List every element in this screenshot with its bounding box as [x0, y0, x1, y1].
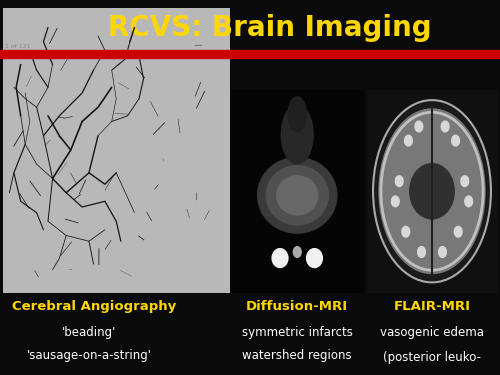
Ellipse shape	[464, 195, 473, 207]
Ellipse shape	[451, 135, 460, 147]
Ellipse shape	[272, 248, 288, 268]
Ellipse shape	[276, 175, 318, 216]
Text: (posterior leuko-: (posterior leuko-	[383, 351, 481, 364]
Ellipse shape	[460, 175, 469, 187]
Ellipse shape	[378, 108, 486, 274]
Ellipse shape	[440, 120, 450, 132]
Ellipse shape	[288, 96, 307, 132]
Text: Diffusion-MRI: Diffusion-MRI	[246, 300, 348, 313]
Bar	[231, 90, 364, 292]
Ellipse shape	[306, 248, 323, 268]
Text: RCVS: Brain Imaging: RCVS: Brain Imaging	[108, 14, 432, 42]
Ellipse shape	[257, 157, 338, 234]
Bar	[366, 90, 498, 292]
Ellipse shape	[404, 135, 413, 147]
Ellipse shape	[373, 100, 491, 282]
Text: 'beading': 'beading'	[62, 326, 116, 339]
Text: vasogenic edema: vasogenic edema	[380, 326, 484, 339]
Ellipse shape	[394, 175, 404, 187]
Ellipse shape	[417, 246, 426, 258]
Text: 1 of 121: 1 of 121	[5, 44, 30, 49]
Text: FLAIR-MRI: FLAIR-MRI	[394, 300, 470, 313]
Ellipse shape	[454, 226, 463, 238]
Ellipse shape	[414, 120, 424, 132]
Bar	[2, 8, 230, 292]
Text: symmetric infarcts: symmetric infarcts	[242, 326, 352, 339]
Ellipse shape	[438, 246, 447, 258]
Text: watershed regions: watershed regions	[242, 349, 352, 362]
Ellipse shape	[292, 246, 302, 258]
Bar	[0, 50, 500, 58]
Ellipse shape	[409, 163, 455, 220]
Ellipse shape	[401, 226, 410, 238]
Ellipse shape	[390, 195, 400, 207]
Ellipse shape	[280, 104, 314, 165]
Ellipse shape	[266, 165, 329, 226]
Text: 'sausage-on-a-string': 'sausage-on-a-string'	[26, 349, 152, 362]
Text: Cerebral Angiography: Cerebral Angiography	[12, 300, 177, 313]
